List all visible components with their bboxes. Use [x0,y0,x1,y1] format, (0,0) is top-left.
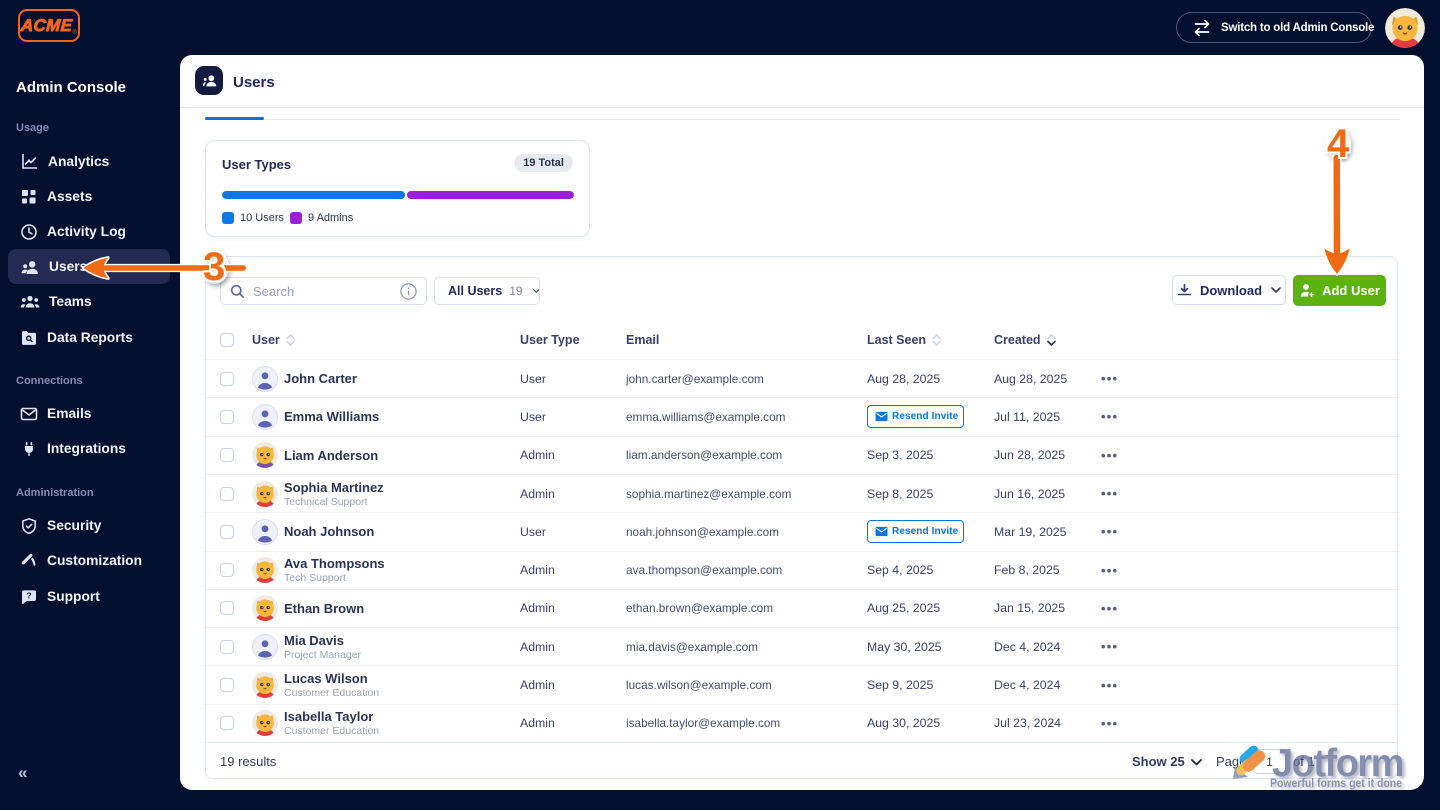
svg-text:Jotform: Jotform [1272,742,1403,785]
svg-text:Powerful forms get it done: Powerful forms get it done [1270,776,1402,790]
svg-text:?: ? [26,590,31,600]
